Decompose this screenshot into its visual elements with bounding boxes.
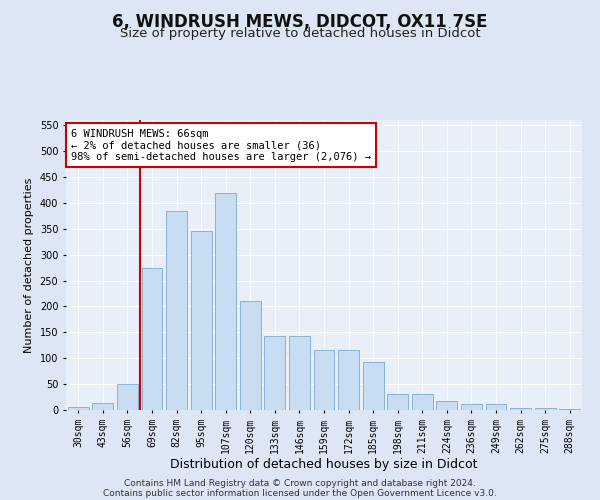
Bar: [559, 409, 580, 410]
Y-axis label: Number of detached properties: Number of detached properties: [24, 178, 34, 352]
Bar: [510, 408, 531, 410]
Bar: [117, 384, 138, 410]
Bar: [461, 404, 482, 410]
Bar: [387, 394, 408, 410]
Bar: [92, 404, 113, 410]
Bar: [166, 210, 187, 410]
Text: Size of property relative to detached houses in Didcot: Size of property relative to detached ho…: [119, 28, 481, 40]
Bar: [362, 362, 383, 410]
X-axis label: Distribution of detached houses by size in Didcot: Distribution of detached houses by size …: [170, 458, 478, 471]
Bar: [289, 336, 310, 410]
Bar: [142, 268, 163, 410]
Bar: [240, 301, 261, 410]
Bar: [68, 408, 89, 410]
Bar: [436, 400, 457, 410]
Bar: [191, 232, 212, 410]
Bar: [412, 394, 433, 410]
Text: Contains public sector information licensed under the Open Government Licence v3: Contains public sector information licen…: [103, 488, 497, 498]
Bar: [338, 350, 359, 410]
Text: 6, WINDRUSH MEWS, DIDCOT, OX11 7SE: 6, WINDRUSH MEWS, DIDCOT, OX11 7SE: [112, 12, 488, 30]
Bar: [215, 192, 236, 410]
Bar: [314, 350, 334, 410]
Bar: [485, 404, 506, 410]
Text: 6 WINDRUSH MEWS: 66sqm
← 2% of detached houses are smaller (36)
98% of semi-deta: 6 WINDRUSH MEWS: 66sqm ← 2% of detached …: [71, 128, 371, 162]
Bar: [535, 408, 556, 410]
Bar: [265, 336, 286, 410]
Text: Contains HM Land Registry data © Crown copyright and database right 2024.: Contains HM Land Registry data © Crown c…: [124, 478, 476, 488]
